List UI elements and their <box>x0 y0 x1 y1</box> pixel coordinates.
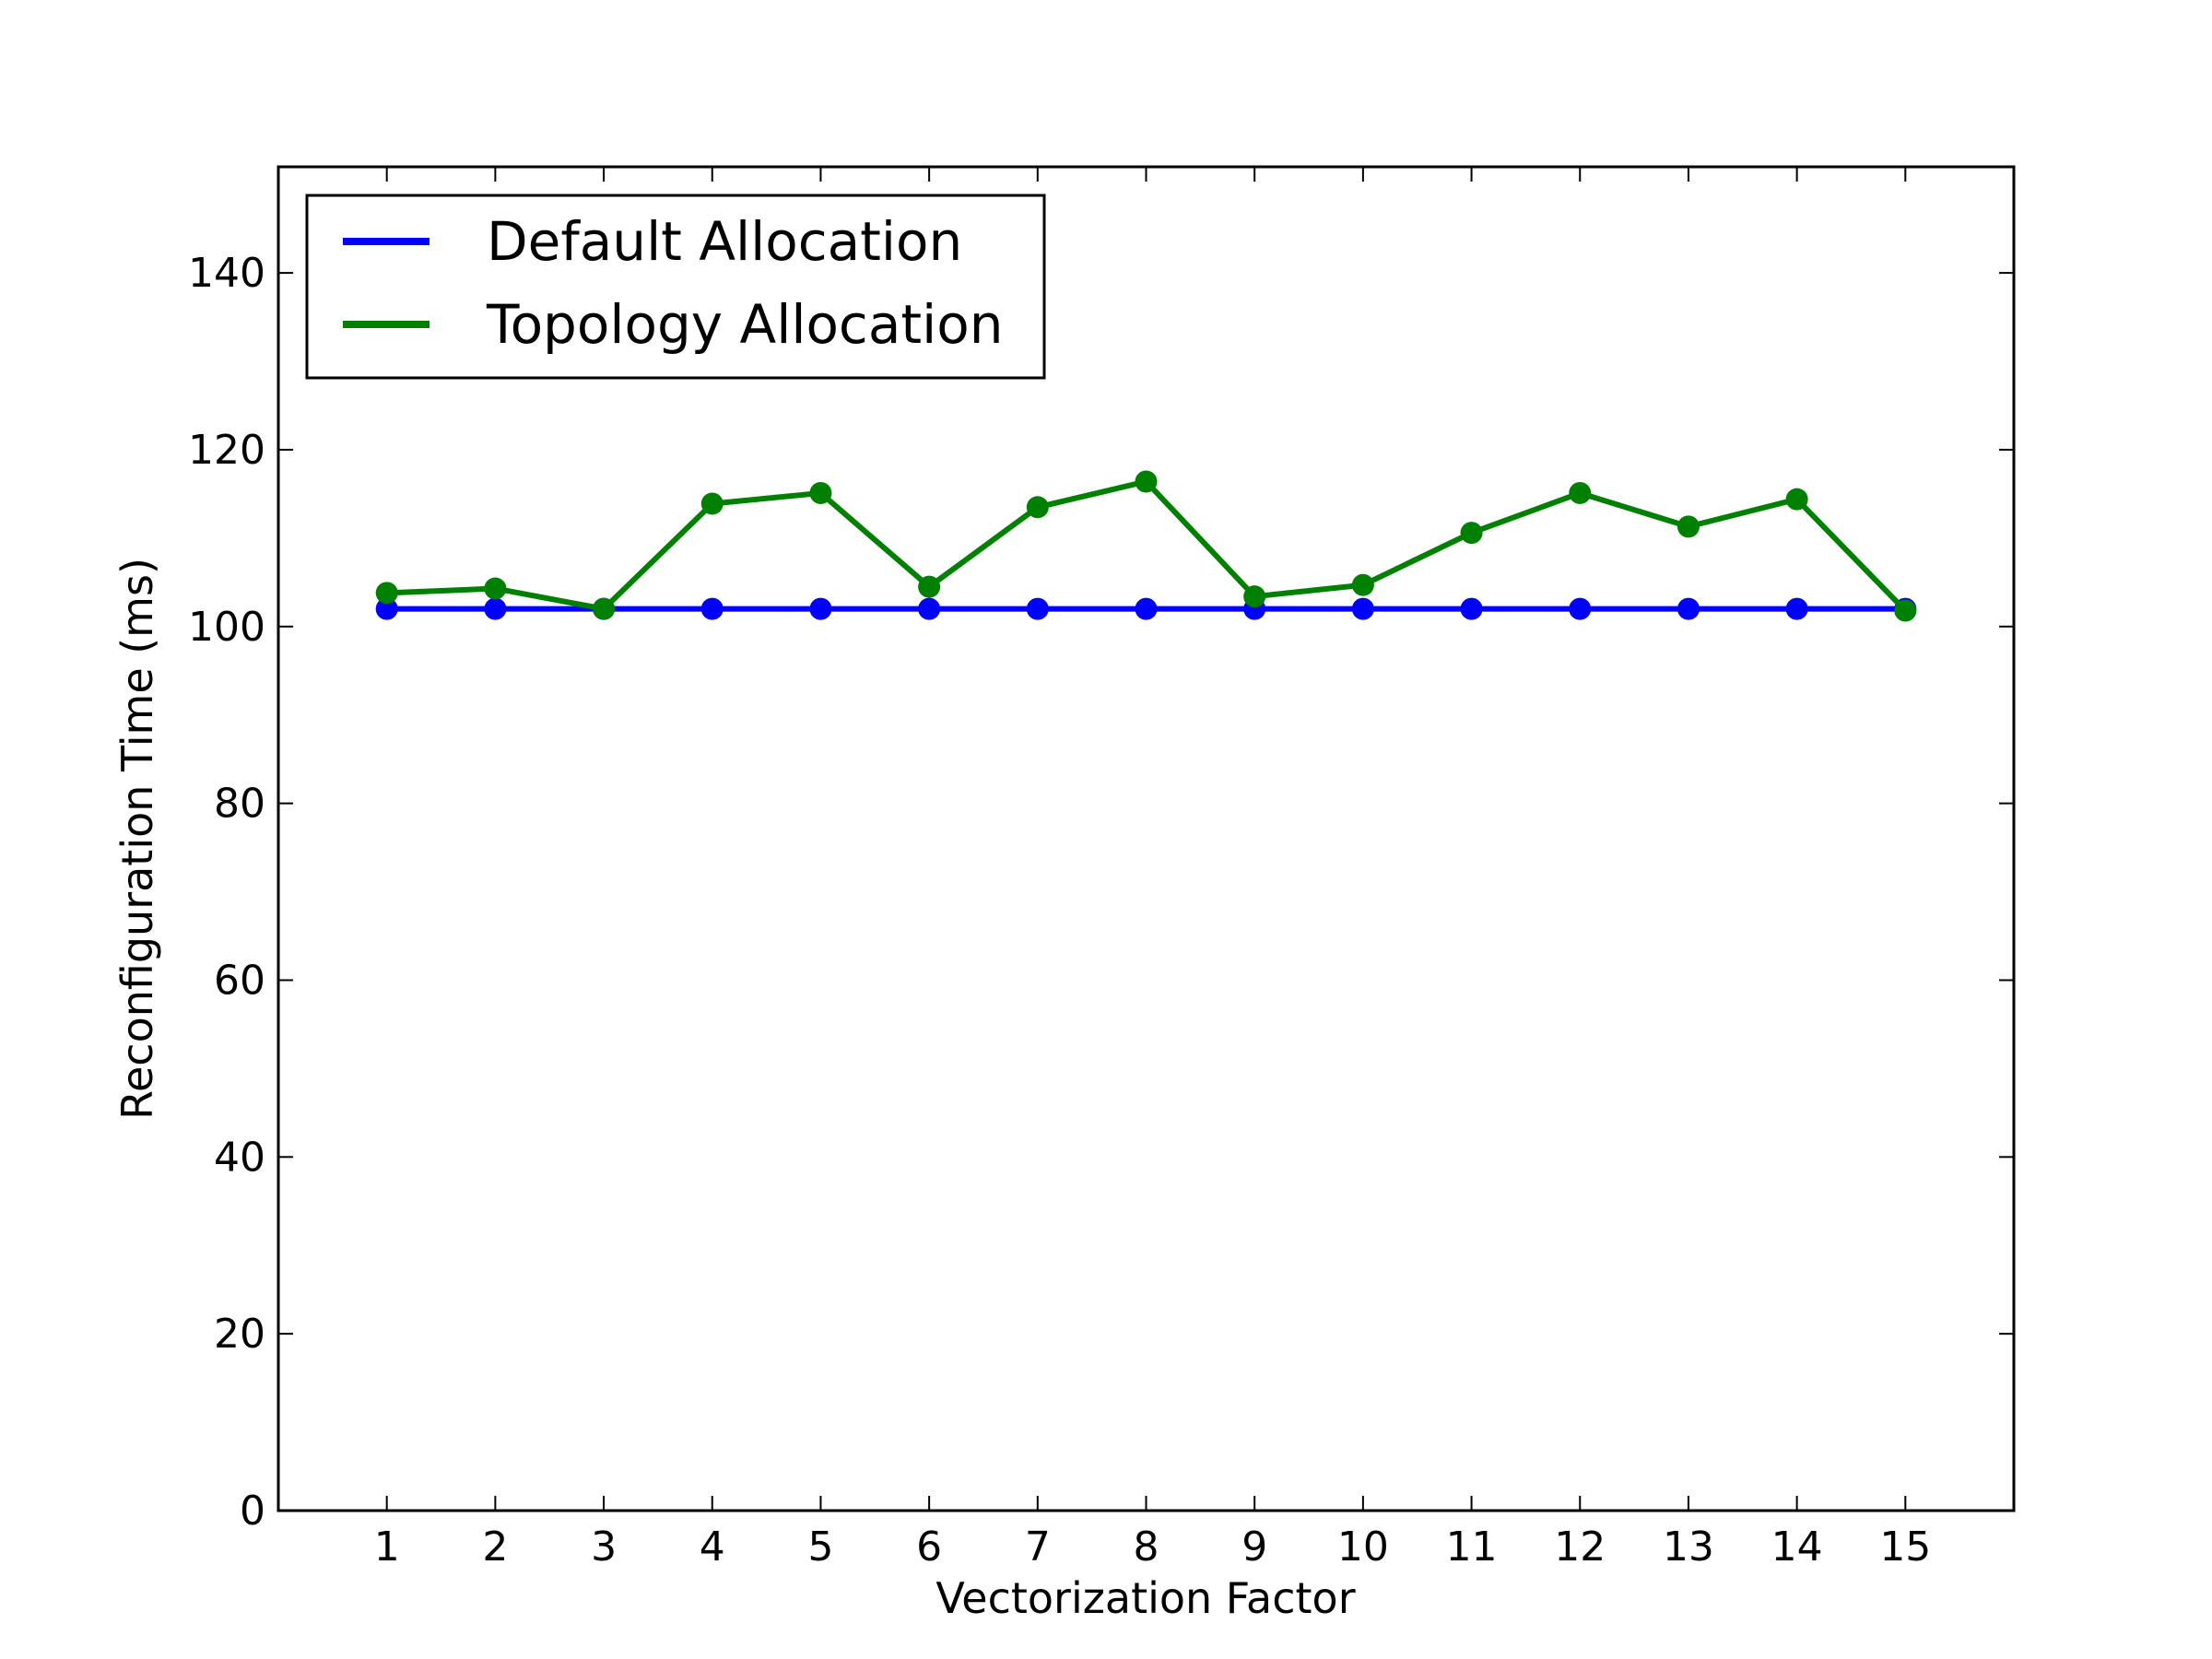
data-point-topology-allocation <box>1460 522 1483 545</box>
data-point-default-allocation <box>1569 597 1592 620</box>
data-point-default-allocation <box>918 597 941 620</box>
data-point-topology-allocation <box>1026 496 1049 519</box>
data-point-topology-allocation <box>593 597 616 620</box>
x-tick-label: 3 <box>591 1524 617 1571</box>
data-point-default-allocation <box>1677 597 1700 620</box>
x-tick-label: 8 <box>1134 1524 1159 1571</box>
y-tick-label: 40 <box>214 1134 265 1181</box>
data-point-default-allocation <box>484 597 507 620</box>
data-point-topology-allocation <box>1351 573 1374 596</box>
data-point-topology-allocation <box>1894 599 1917 622</box>
y-tick-label: 140 <box>188 250 265 297</box>
y-tick-label: 100 <box>188 604 265 651</box>
data-point-default-allocation <box>700 597 724 620</box>
x-tick-label: 10 <box>1337 1524 1389 1571</box>
y-tick-label: 80 <box>214 781 265 828</box>
data-point-topology-allocation <box>375 582 398 605</box>
data-point-default-allocation <box>1351 597 1374 620</box>
legend: Default Allocation Topology Allocation <box>305 194 1046 380</box>
data-point-default-allocation <box>375 597 398 620</box>
x-tick-label: 4 <box>700 1524 725 1571</box>
x-tick-label: 12 <box>1554 1524 1606 1571</box>
legend-box <box>305 194 1046 380</box>
x-tick-label: 6 <box>916 1524 942 1571</box>
data-point-default-allocation <box>1460 597 1483 620</box>
x-tick-label: 11 <box>1446 1524 1498 1571</box>
data-point-default-allocation <box>1135 597 1158 620</box>
data-point-default-allocation <box>1785 597 1808 620</box>
x-tick-label: 2 <box>482 1524 508 1571</box>
legend-label-topology-allocation: Topology Allocation <box>486 293 1003 356</box>
x-tick-label: 14 <box>1771 1524 1823 1571</box>
x-tick-label: 15 <box>1879 1524 1931 1571</box>
y-tick-label: 120 <box>188 427 265 474</box>
y-axis-label: Reconfiguration Time (ms) <box>112 558 162 1120</box>
data-point-default-allocation <box>809 597 832 620</box>
y-tick-label: 20 <box>214 1311 265 1358</box>
data-point-topology-allocation <box>1785 488 1808 511</box>
x-tick-label: 9 <box>1241 1524 1267 1571</box>
x-tick-label: 1 <box>374 1524 400 1571</box>
x-tick-label: 13 <box>1663 1524 1714 1571</box>
data-point-topology-allocation <box>484 577 507 600</box>
data-point-topology-allocation <box>809 481 832 504</box>
x-tick-label: 7 <box>1025 1524 1051 1571</box>
series-line-topology-allocation <box>383 478 1909 614</box>
y-tick-label: 60 <box>214 957 265 1004</box>
x-tick-label: 5 <box>807 1524 833 1571</box>
data-point-topology-allocation <box>1677 515 1700 538</box>
x-axis-label: Vectorization Factor <box>935 1573 1355 1623</box>
legend-label-default-allocation: Default Allocation <box>487 210 962 273</box>
data-point-topology-allocation <box>1569 481 1592 504</box>
series-layer <box>375 470 1917 622</box>
data-point-topology-allocation <box>1243 585 1266 608</box>
data-point-topology-allocation <box>918 575 941 598</box>
data-point-topology-allocation <box>700 492 724 515</box>
data-point-default-allocation <box>1026 597 1049 620</box>
y-tick-label: 0 <box>240 1488 265 1535</box>
data-point-topology-allocation <box>1135 470 1158 493</box>
